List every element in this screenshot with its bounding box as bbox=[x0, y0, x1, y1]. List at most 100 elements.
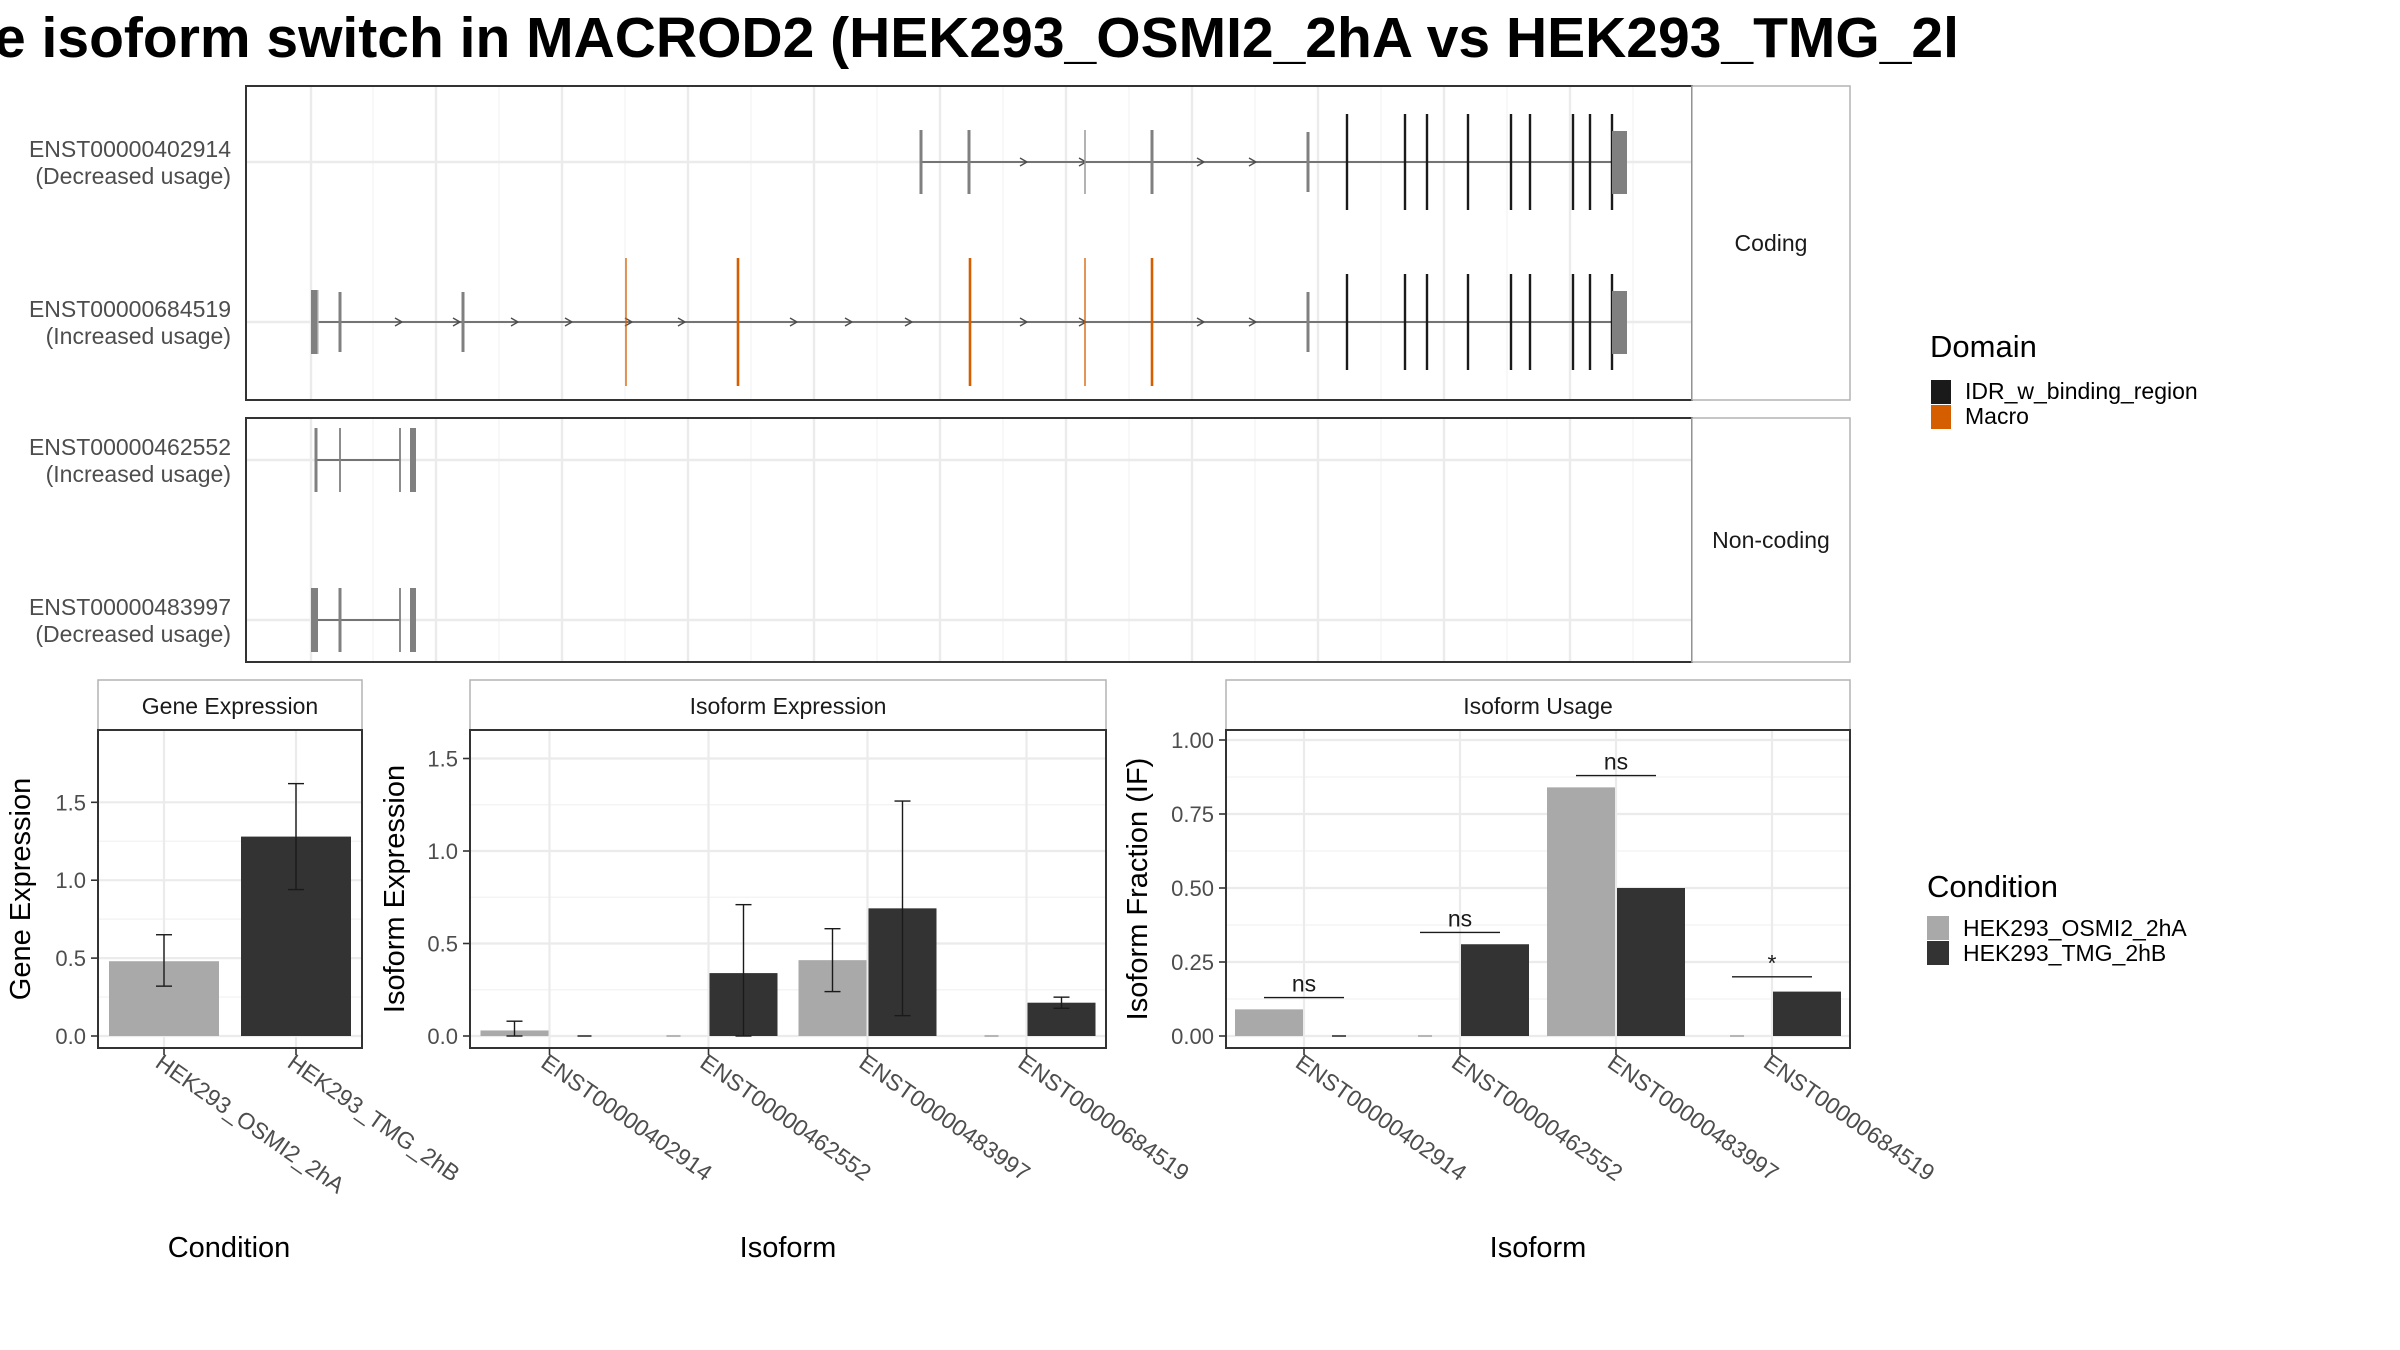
domain-legend-label-macro: Macro bbox=[1965, 403, 2029, 429]
significance-label: * bbox=[1768, 950, 1777, 976]
exon bbox=[1084, 130, 1086, 194]
strand-arrow bbox=[1078, 157, 1088, 167]
domain-legend-label-idr: IDR_w_binding_region bbox=[1965, 378, 2198, 404]
exon-last bbox=[410, 428, 416, 492]
strand-arrow bbox=[452, 317, 462, 327]
strand-arrow bbox=[510, 317, 520, 327]
strand-arrow bbox=[1196, 157, 1206, 167]
exon-first bbox=[311, 588, 318, 652]
x-tick-label: ENST00000402914 bbox=[1291, 1049, 1472, 1186]
strand-arrow bbox=[1196, 317, 1206, 327]
x-tick-label: ENST00000462552 bbox=[1447, 1049, 1627, 1186]
isoform-row-usage-ENST00000483997: (Decreased usage) bbox=[35, 621, 231, 647]
y-tick-label: 0.25 bbox=[1171, 950, 1214, 975]
exon-terminal bbox=[1612, 131, 1627, 194]
exon bbox=[1345, 274, 1349, 370]
chart-panel-1: Gene Expression0.00.51.01.5HEK293_OSMI2_… bbox=[5, 679, 465, 1264]
y-tick-label: 0.5 bbox=[427, 932, 458, 957]
exon-terminal bbox=[1612, 291, 1627, 354]
exon bbox=[1571, 114, 1575, 210]
strand-arrow bbox=[564, 317, 574, 327]
panel-bg bbox=[470, 730, 1106, 1048]
condition-legend-label-tmg: HEK293_TMG_2hB bbox=[1963, 940, 2166, 966]
exon bbox=[967, 130, 971, 194]
y-axis-title: Isoform Expression bbox=[379, 765, 411, 1013]
y-axis-title: Gene Expression bbox=[5, 778, 37, 1000]
significance-label: ns bbox=[1448, 905, 1472, 931]
strand-arrow bbox=[394, 317, 404, 327]
y-tick-label: 1.0 bbox=[55, 868, 86, 893]
strand-arrow bbox=[677, 317, 687, 327]
panel-border bbox=[97, 729, 363, 1049]
exon bbox=[399, 588, 401, 652]
x-tick-label: ENST00000684519 bbox=[1014, 1049, 1194, 1186]
domain-legend-swatch-idr bbox=[1931, 380, 1951, 404]
x-axis-title: Condition bbox=[168, 1232, 291, 1264]
panel-border bbox=[469, 729, 1107, 1049]
condition-legend-swatch-tmg bbox=[1927, 941, 1949, 965]
exon bbox=[1306, 132, 1310, 192]
condition-legend-swatch-osmi bbox=[1927, 916, 1949, 940]
significance-label: ns bbox=[1604, 749, 1628, 775]
x-axis-title: Isoform bbox=[740, 1232, 837, 1264]
bar-ENST00000483997-osmi bbox=[1547, 787, 1615, 1036]
strand-arrow bbox=[624, 317, 634, 327]
exon bbox=[1403, 274, 1407, 370]
exon bbox=[919, 130, 923, 194]
isoform-row-label-ENST00000684519: ENST00000684519 bbox=[29, 296, 231, 322]
exon bbox=[1571, 274, 1575, 370]
exon-last bbox=[410, 588, 416, 652]
chart-panel-3: Isoform Usage 0.00 0.25 0.50 0.75 1.00 ns ns ns *… bbox=[1122, 679, 1940, 1264]
exon bbox=[314, 428, 318, 492]
y-tick-label: 1.5 bbox=[427, 747, 458, 772]
exon bbox=[461, 292, 465, 352]
exon bbox=[1084, 258, 1086, 386]
exon bbox=[1425, 274, 1429, 370]
y-tick-label: 1.0 bbox=[427, 839, 458, 864]
exon bbox=[1425, 114, 1429, 210]
x-axis-title: Isoform bbox=[1490, 1232, 1587, 1264]
facet-label-coding: Coding bbox=[1735, 230, 1808, 256]
strand-arrow bbox=[1019, 157, 1029, 167]
domain-legend-swatch-macro bbox=[1931, 405, 1951, 429]
panel-title: Gene Expression bbox=[142, 693, 318, 719]
isoform-row-label-ENST00000462552: ENST00000462552 bbox=[29, 434, 231, 460]
facet-label-noncoding: Non-coding bbox=[1712, 527, 1830, 553]
exon-first bbox=[311, 290, 318, 354]
y-tick-label: 0.00 bbox=[1171, 1024, 1214, 1049]
x-tick-label: ENST00000684519 bbox=[1759, 1049, 1939, 1186]
exon bbox=[1528, 114, 1532, 210]
x-tick-label: ENST00000462552 bbox=[696, 1049, 876, 1186]
domain-legend-title: Domain bbox=[1930, 329, 2037, 364]
strand-arrow bbox=[904, 317, 914, 327]
isoform-row-label-ENST00000483997: ENST00000483997 bbox=[29, 594, 231, 620]
exon bbox=[399, 428, 401, 492]
x-tick-label: ENST00000483997 bbox=[1603, 1049, 1783, 1186]
exon bbox=[1306, 292, 1310, 352]
exon bbox=[625, 258, 627, 386]
exon bbox=[1509, 114, 1513, 210]
condition-legend-title: Condition bbox=[1927, 869, 2058, 904]
y-tick-label: 0.5 bbox=[55, 946, 86, 971]
y-tick-label: 1.00 bbox=[1171, 728, 1214, 753]
exon bbox=[1466, 114, 1470, 210]
exon bbox=[338, 292, 342, 352]
exon bbox=[1345, 114, 1349, 210]
facet-strip bbox=[1691, 417, 1851, 663]
panel-title: Isoform Expression bbox=[690, 693, 887, 719]
exon bbox=[736, 258, 740, 386]
chart-panel-2: Isoform Expression 0.0 0.5 1.0 1.5 ENST000004… bbox=[379, 679, 1194, 1264]
y-axis-title: Isoform Fraction (IF) bbox=[1122, 758, 1154, 1021]
condition-legend-label-osmi: HEK293_OSMI2_2hA bbox=[1963, 915, 2187, 941]
bar-chart-panels: Gene Expression0.00.51.01.5HEK293_OSMI2_… bbox=[5, 679, 1940, 1264]
figure-title: e isoform switch in MACROD2 (HEK293_OSMI… bbox=[0, 6, 1959, 70]
bar-ENST00000462552-tmg bbox=[1461, 944, 1529, 1036]
panel-title: Isoform Usage bbox=[1463, 693, 1613, 719]
domain-legend: Domain IDR_w_binding_region Macro bbox=[1930, 329, 2198, 429]
y-tick-label: 0.50 bbox=[1171, 876, 1214, 901]
exon bbox=[1528, 274, 1532, 370]
strand-arrow bbox=[1078, 317, 1088, 327]
strand-arrow bbox=[1019, 317, 1029, 327]
